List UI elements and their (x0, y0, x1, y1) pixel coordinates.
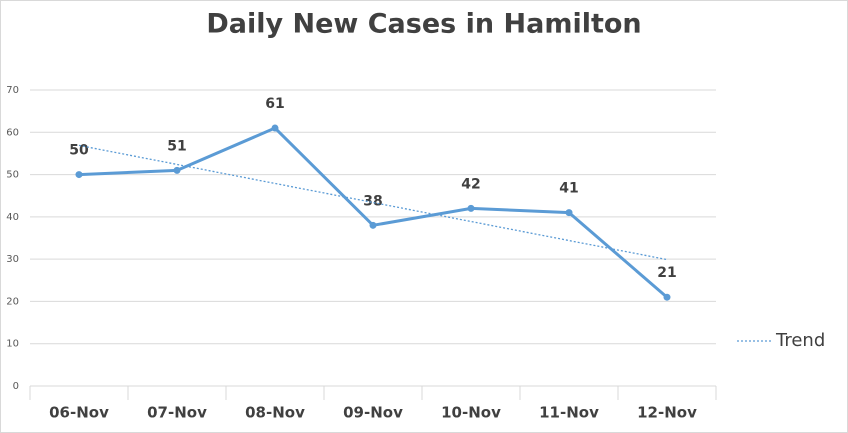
point (565, 209, 573, 217)
x-tick-label: 09-Nov (343, 404, 403, 422)
data-label: 61 (265, 96, 284, 112)
x-tick-label: 08-Nov (245, 404, 305, 422)
data-label: 41 (559, 181, 578, 197)
point (173, 166, 181, 174)
data-label: 42 (461, 176, 480, 192)
point (369, 221, 377, 229)
point (271, 124, 279, 132)
y-tick-label: 70 (6, 85, 19, 96)
y-tick-label: 30 (6, 254, 19, 265)
data-label: 21 (657, 265, 676, 281)
x-tick-label: 07-Nov (147, 404, 207, 422)
x-tick-label: 06-Nov (49, 404, 109, 422)
point (663, 293, 671, 301)
x-tick-label: 11-Nov (539, 404, 599, 422)
y-tick-label: 20 (6, 296, 19, 307)
data-label: 51 (167, 138, 186, 154)
y-tick-label: 40 (6, 212, 19, 223)
y-tick-label: 0 (13, 381, 19, 392)
y-tick-label: 60 (6, 127, 19, 138)
y-tick-label: 10 (6, 339, 19, 350)
y-tick-label: 50 (6, 170, 19, 181)
x-tick-label: 12-Nov (637, 404, 697, 422)
point (75, 171, 83, 179)
chart-title: Daily New Cases in Hamilton (206, 9, 641, 40)
legend-label: Trend (775, 330, 825, 351)
x-tick-label: 10-Nov (441, 404, 501, 422)
point (467, 204, 475, 212)
data-label: 38 (363, 193, 382, 209)
